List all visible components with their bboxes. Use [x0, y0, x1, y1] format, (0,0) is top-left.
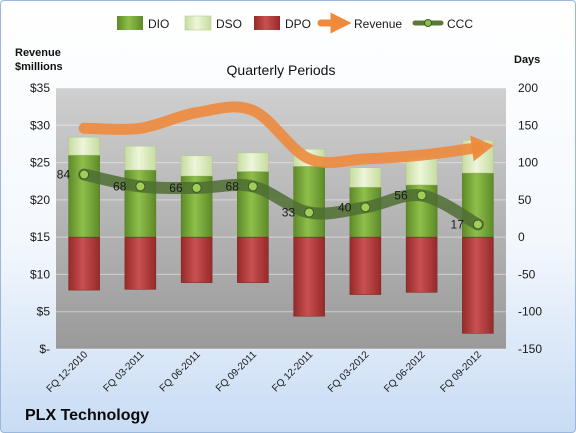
dso-bar: [405, 157, 438, 186]
revenue-arrowhead: [470, 135, 494, 162]
legend-swatch-dso: [184, 15, 212, 31]
dpo-bar: [237, 236, 269, 283]
right-tick-label: -50: [518, 267, 536, 281]
left-tick-label: $10: [30, 267, 50, 281]
chart-title: Quarterly Periods: [227, 62, 336, 78]
right-axis-title: Days: [514, 54, 540, 66]
ccc-data-label: 68: [226, 179, 240, 193]
category-label: FQ 09-2011: [214, 349, 259, 394]
left-tick-label: $-: [39, 342, 50, 356]
legend-label-dso: DSO: [216, 17, 242, 31]
dpo-bar: [68, 236, 100, 291]
legend-label-revenue: Revenue: [354, 17, 402, 31]
ccc-data-label: 17: [451, 217, 465, 231]
category-label: FQ 03-2012: [326, 349, 372, 395]
left-tick-label: $5: [37, 305, 51, 319]
dso-bar: [68, 136, 100, 156]
dpo-bar: [462, 236, 494, 334]
dso-bar: [349, 167, 382, 188]
ccc-data-label: 33: [282, 206, 296, 220]
ccc-point: [304, 207, 315, 218]
left-axis-ticks: $- $5 $10 $15 $20 $25 $30 $35: [30, 81, 50, 356]
ccc-point: [191, 182, 202, 193]
ccc-data-label: 68: [113, 179, 127, 193]
ccc-point: [247, 181, 258, 192]
ccc-point: [135, 181, 146, 192]
right-tick-label: 200: [518, 81, 538, 95]
category-label: FQ 12-2011: [270, 349, 315, 394]
right-axis-ticks: -150 -100 -50 0 50 100 150 200: [518, 81, 542, 356]
left-axis-title-line2: $millions: [15, 61, 63, 73]
category-label: FQ 12-2010: [45, 349, 91, 395]
legend-swatch-dpo: [254, 16, 280, 30]
left-tick-label: $20: [30, 193, 50, 207]
ccc-data-label: 40: [338, 200, 352, 214]
right-tick-label: 100: [518, 156, 538, 170]
category-labels: FQ 12-2010 FQ 03-2011 FQ 06-2011 FQ 09-2011…: [45, 349, 485, 395]
category-label: FQ 06-2011: [158, 349, 203, 394]
dpo-bar: [405, 236, 438, 293]
right-tick-label: -100: [518, 305, 542, 319]
left-tick-label: $15: [30, 230, 50, 244]
ccc-point: [416, 190, 427, 201]
series-lines: 84 68 66 68 33 40 56 17: [57, 101, 494, 231]
dso-bar: [180, 155, 213, 177]
ccc-point: [472, 219, 483, 230]
left-tick-label: $25: [30, 156, 50, 170]
right-tick-label: 150: [518, 118, 538, 132]
legend-label-dio: DIO: [148, 17, 169, 31]
dio-bar: [68, 154, 100, 238]
dso-bar: [237, 152, 269, 172]
right-tick-label: 50: [518, 193, 532, 207]
category-label: FQ 03-2011: [102, 349, 147, 394]
revenue-line: [78, 101, 484, 169]
legend: DIO DSO DPO Revenue CCC: [117, 12, 473, 34]
dpo-bar: [293, 236, 325, 317]
legend-swatch-dio: [117, 16, 143, 30]
ccc-data-label: 84: [57, 168, 71, 182]
ccc-data-label: 66: [169, 181, 183, 195]
ccc-point: [79, 169, 90, 180]
bars: [68, 136, 494, 334]
dio-bar: [293, 166, 325, 238]
company-name: PLX Technology: [25, 407, 150, 424]
category-label: FQ 06-2012: [382, 349, 428, 395]
dpo-bar: [180, 236, 213, 283]
right-tick-label: -150: [518, 342, 542, 356]
ccc-data-label: 56: [394, 188, 408, 202]
legend-label-ccc: CCC: [447, 17, 473, 31]
dso-bar: [124, 145, 157, 171]
legend-marker-ccc: [424, 19, 432, 27]
left-tick-label: $35: [30, 81, 50, 95]
ccc-point: [360, 202, 371, 213]
dpo-bar: [349, 236, 382, 295]
dpo-bar: [124, 236, 157, 290]
left-tick-label: $30: [30, 118, 50, 132]
left-axis-title-line1: Revenue: [15, 47, 61, 59]
category-label: FQ 09-2012: [438, 349, 484, 395]
legend-label-dpo: DPO: [285, 17, 311, 31]
right-tick-label: 0: [518, 230, 525, 244]
